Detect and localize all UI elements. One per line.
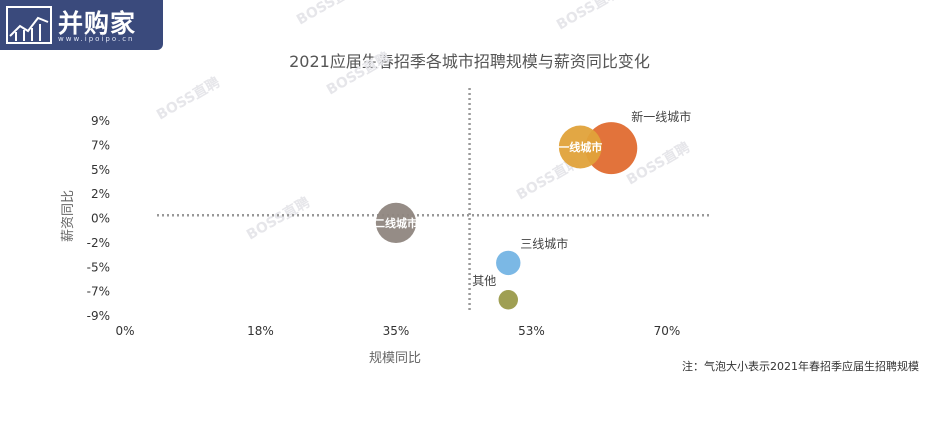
x-tick-label: 70% — [654, 324, 681, 338]
bubble-label: 一线城市 — [558, 140, 602, 154]
x-tick-label: 0% — [115, 324, 134, 338]
y-tick-label: 9% — [91, 114, 110, 128]
y-tick-label: 0% — [91, 212, 110, 226]
watermark-text: BOSS直聘 — [244, 194, 313, 244]
axis-ticks: 0% 18% 35% 53% 70% 9% 7% 5% 2% 0% -2% -5% -7% -9% — [87, 114, 681, 338]
watermark-text: BOSS直聘 — [554, 0, 623, 33]
reference-lines — [157, 88, 712, 312]
bubble-label: 其他 — [472, 274, 496, 288]
watermark-text: BOSS直聘 — [324, 49, 393, 99]
bubble — [558, 125, 602, 169]
bubble-label: 二线城市 — [374, 216, 418, 230]
y-tick-label: -7% — [87, 285, 110, 299]
watermark-text: BOSS直聘 — [294, 0, 363, 28]
y-tick-label: -9% — [87, 309, 110, 323]
bubble — [496, 250, 521, 276]
logo-url: www.ipoipo.cn — [58, 35, 135, 43]
x-tick-label: 18% — [247, 324, 274, 338]
y-tick-label: -5% — [87, 260, 110, 274]
x-tick-label: 35% — [383, 324, 410, 338]
y-tick-label: -2% — [87, 236, 110, 250]
bubble — [375, 202, 417, 243]
bubble-label: 新一线城市 — [631, 109, 691, 124]
bubble — [498, 290, 518, 310]
y-tick-label: 2% — [91, 187, 110, 201]
x-axis-label: 规模同比 — [369, 351, 421, 366]
chart-title: 2021应届生春招季各城市招聘规模与薪资同比变化 — [289, 52, 650, 71]
logo: 并购家 www.ipoipo.cn — [0, 0, 163, 50]
y-tick-label: 5% — [91, 163, 110, 177]
bubble — [585, 122, 638, 175]
x-tick-label: 53% — [518, 324, 545, 338]
bubble-label: 三线城市 — [520, 236, 568, 251]
chart-logo-icon — [6, 6, 52, 44]
footnote: 注：气泡大小表示2021年春招季应届生招聘规模 — [682, 360, 919, 373]
y-axis-label: 薪资同比 — [61, 190, 76, 242]
logo-text: 并购家 — [58, 9, 137, 38]
y-tick-label: 7% — [91, 138, 110, 152]
watermark-text: BOSS直聘 — [154, 74, 223, 124]
